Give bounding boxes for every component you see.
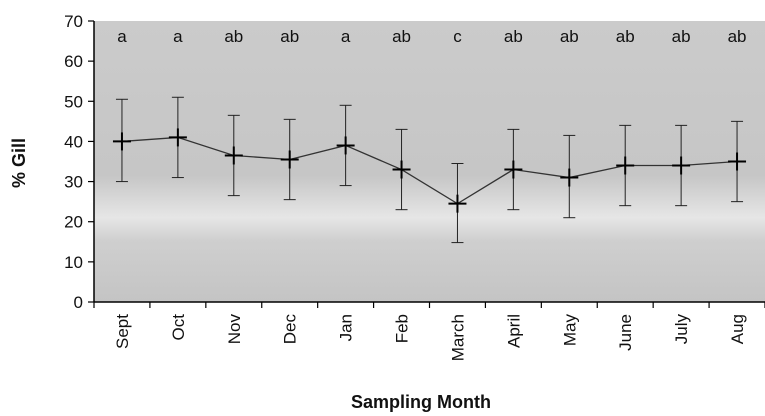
x-tick-label: Jan (337, 314, 356, 341)
data-point (560, 168, 579, 187)
x-axis-ticks: Sept Oct Nov Dec Jan Feb March April May June July… (93, 302, 765, 361)
y-tick-label: 70 (64, 12, 83, 31)
significance-label: ab (728, 27, 747, 46)
y-tick-label: 0 (74, 293, 83, 312)
significance-label: a (341, 27, 351, 46)
x-tick-label: March (448, 314, 467, 361)
markers (112, 128, 747, 213)
data-point (280, 150, 299, 169)
data-point (168, 128, 187, 147)
data-point (448, 194, 467, 213)
significance-label: a (173, 27, 183, 46)
x-tick-label: April (504, 314, 523, 348)
x-tick-label: July (672, 314, 691, 345)
y-tick-label: 30 (64, 173, 83, 192)
x-axis-title: Sampling Month (351, 392, 491, 412)
data-point (504, 160, 523, 179)
significance-label: ab (504, 27, 523, 46)
significance-label: ab (224, 27, 243, 46)
significance-label: ab (280, 27, 299, 46)
significance-labels: a a ab ab a ab c ab ab ab ab ab (117, 27, 746, 46)
y-tick-label: 20 (64, 213, 83, 232)
data-point (616, 156, 635, 175)
significance-label: ab (672, 27, 691, 46)
data-point (392, 160, 411, 179)
series-line-group (121, 136, 738, 205)
x-tick-label: Sept (113, 314, 132, 349)
x-tick-label: Aug (728, 314, 747, 344)
y-tick-label: 10 (64, 253, 83, 272)
significance-label: c (453, 27, 462, 46)
data-point (224, 146, 243, 165)
significance-label: ab (616, 27, 635, 46)
significance-label: a (117, 27, 127, 46)
data-point (728, 152, 747, 171)
x-tick-label: June (616, 314, 635, 351)
data-point (112, 132, 131, 151)
significance-label: ab (560, 27, 579, 46)
x-tick-label: Nov (225, 314, 244, 345)
y-axis-ticks: 0 10 20 30 40 50 60 70 (64, 12, 94, 312)
significance-label: ab (392, 27, 411, 46)
y-tick-label: 40 (64, 132, 83, 151)
y-tick-label: 60 (64, 52, 83, 71)
data-point (672, 156, 691, 175)
y-axis-title: % Gill (9, 138, 29, 188)
x-tick-label: May (560, 314, 579, 347)
y-tick-label: 50 (64, 92, 83, 111)
plot-area (94, 21, 765, 302)
data-point (336, 136, 355, 155)
x-tick-label: Oct (169, 314, 188, 341)
series-line (121, 136, 738, 205)
x-tick-label: Feb (393, 314, 412, 343)
x-tick-label: Dec (281, 314, 300, 345)
